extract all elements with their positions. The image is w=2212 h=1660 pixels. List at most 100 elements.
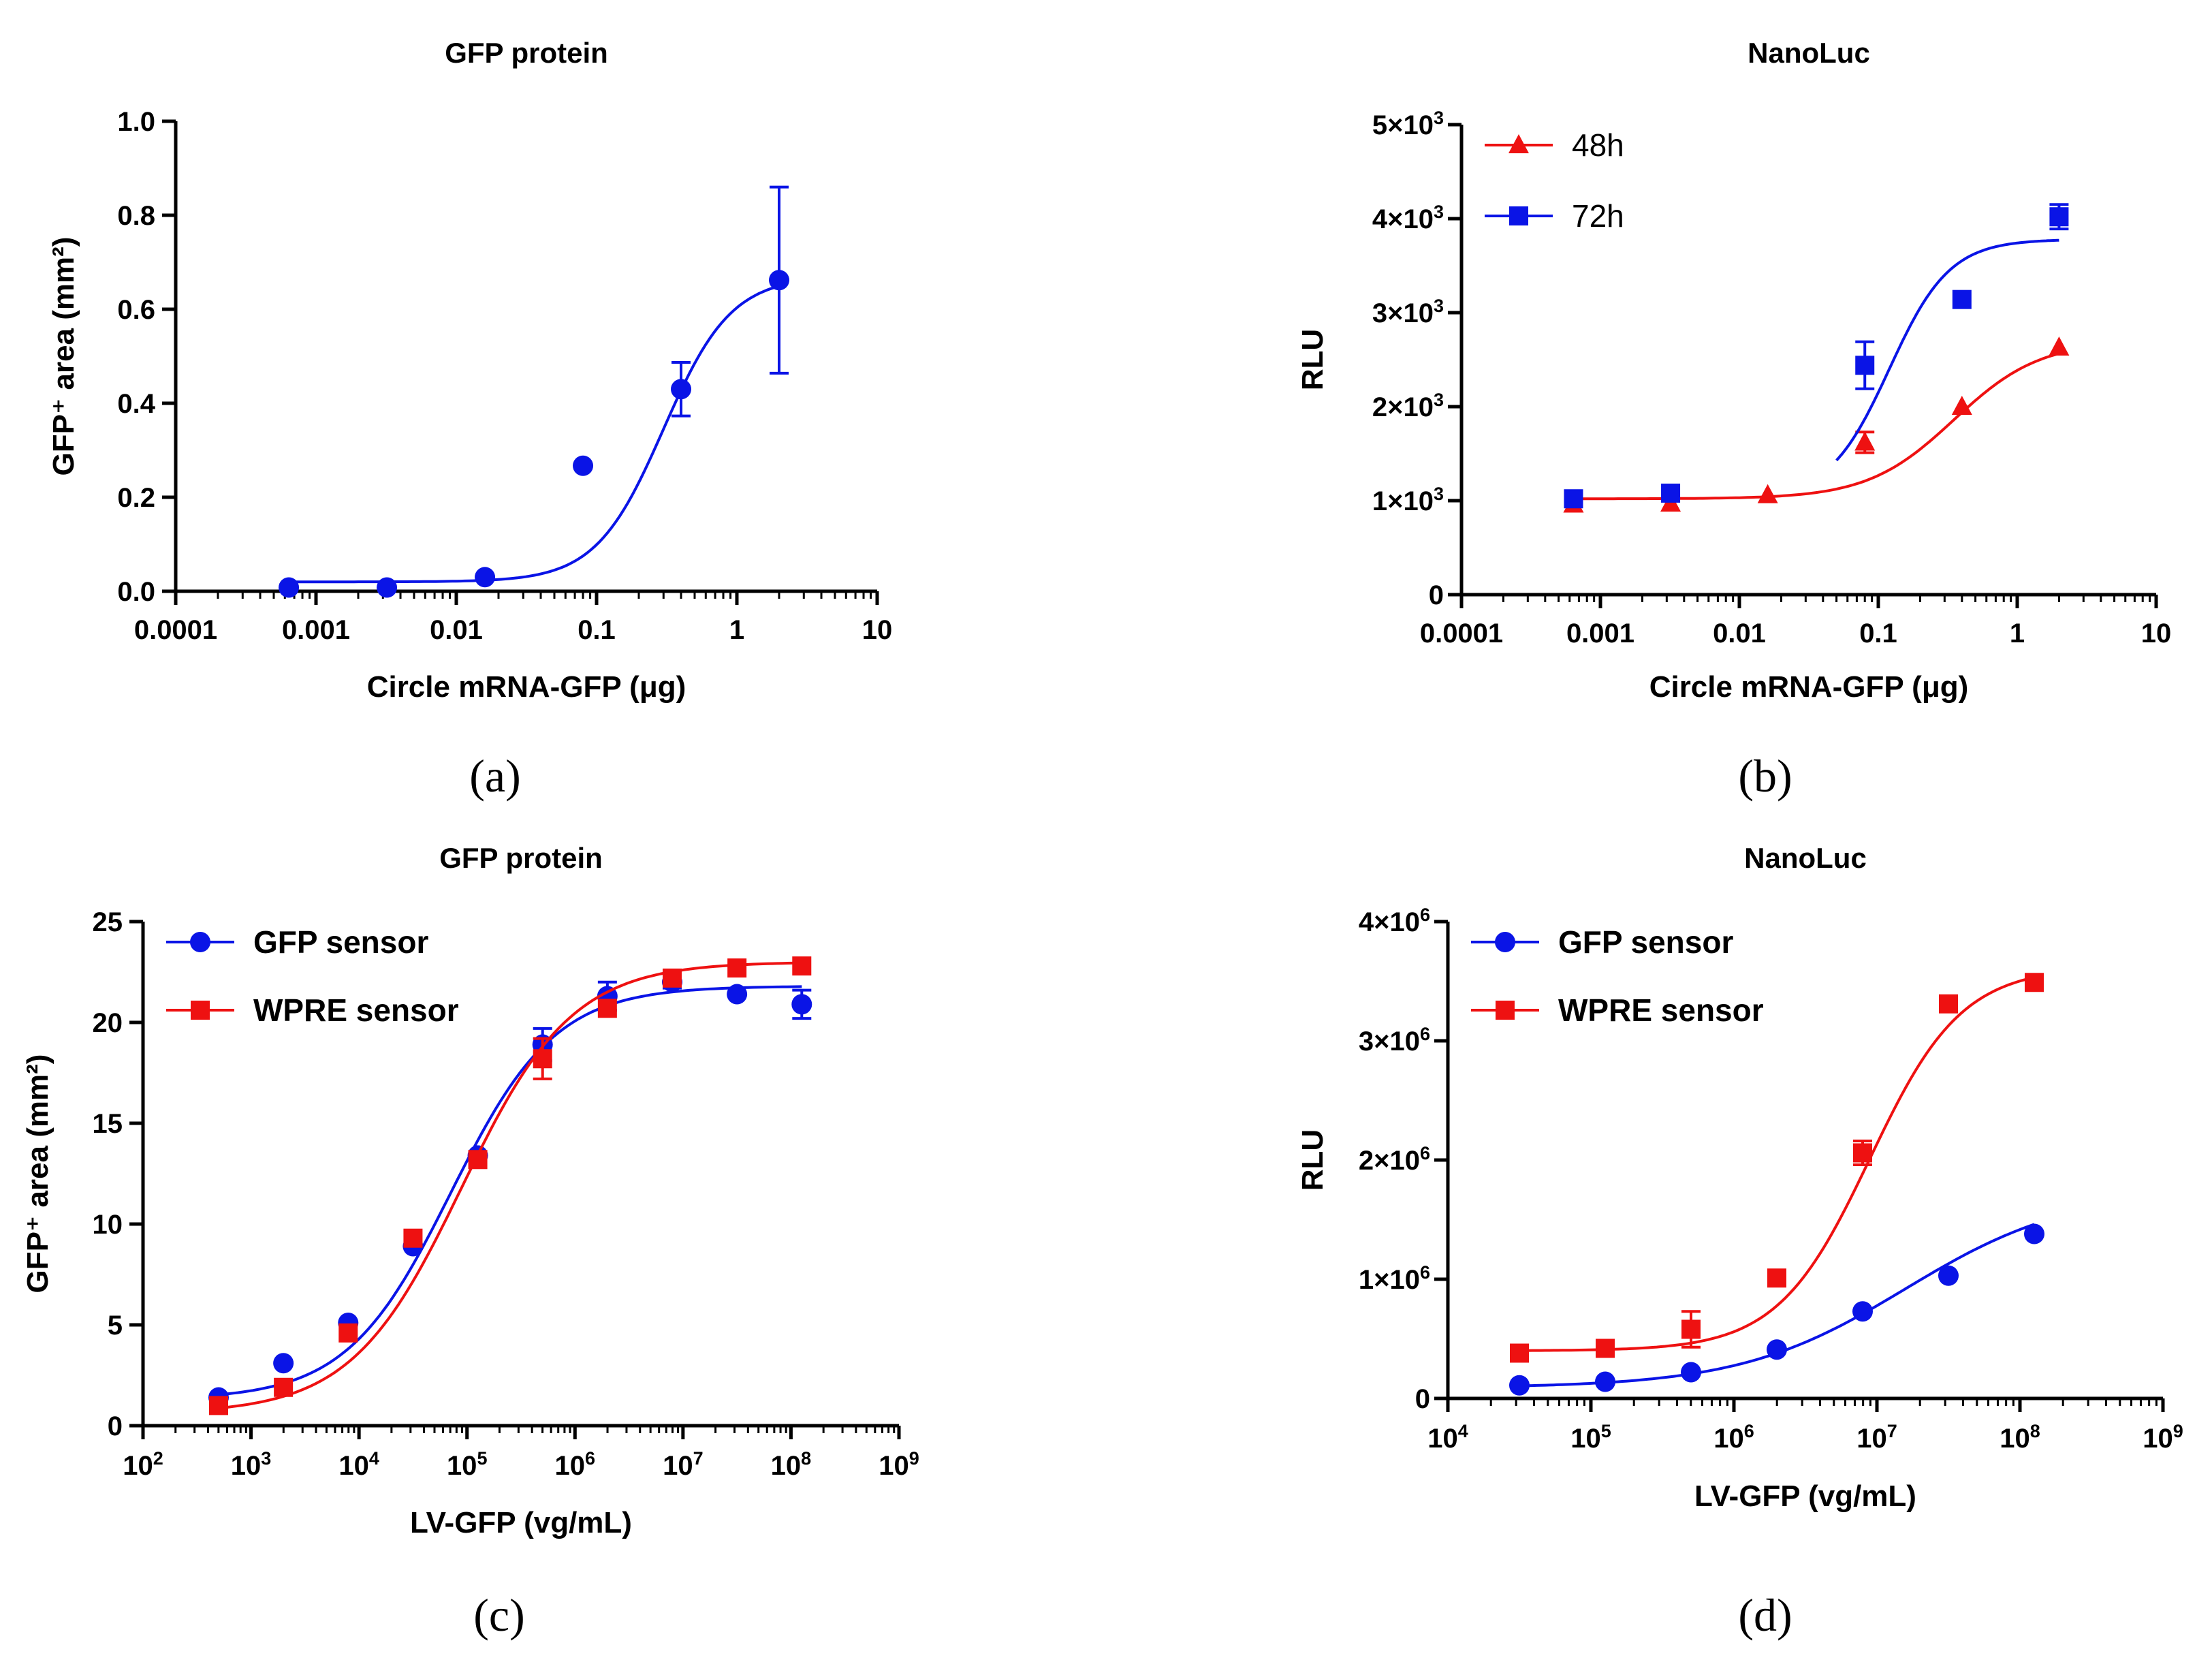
series-gfp-sensor (208, 971, 812, 1408)
x-tick-label-base: 10 (1713, 1424, 1744, 1454)
x-tick-label-exponent: 5 (1601, 1421, 1611, 1441)
fit-curve (218, 985, 802, 1396)
x-axis-label: LV-GFP (vg/mL) (410, 1506, 632, 1539)
data-point (597, 999, 617, 1018)
x-tick-label: 108 (2000, 1421, 2040, 1454)
data-point (1509, 1375, 1530, 1396)
x-tick-label: 103 (231, 1448, 272, 1481)
x-tick-label-base: 10 (447, 1451, 477, 1481)
x-tick-label: 109 (2143, 1421, 2183, 1454)
x-tick-label-exponent: 2 (153, 1448, 163, 1469)
y-tick-label: 0 (108, 1411, 123, 1441)
y-tick-label: 0 (1429, 580, 1444, 610)
data-point (279, 577, 300, 598)
y-tick-label: 15 (93, 1109, 123, 1139)
x-tick-label-exponent: 4 (1458, 1421, 1468, 1441)
data-point (1564, 489, 1583, 509)
x-tick-label: 0.001 (282, 615, 350, 645)
x-tick-label: 0.1 (1859, 618, 1897, 648)
y-tick-label: 2×103 (1372, 390, 1444, 422)
x-tick-label: 104 (1427, 1421, 1468, 1454)
data-point (2024, 1223, 2044, 1244)
chart-title: GFP protein (439, 842, 603, 874)
data-point (727, 958, 747, 978)
data-point (468, 1150, 488, 1170)
x-tick-label-base: 10 (2000, 1424, 2030, 1454)
data-point (792, 956, 812, 976)
x-tick-label: 104 (338, 1448, 379, 1481)
data-point (663, 968, 682, 988)
y-axis-label: GFP⁺ area (mm²) (21, 1054, 54, 1294)
chart-title: NanoLuc (1744, 842, 1867, 874)
x-tick-label: 108 (771, 1448, 812, 1481)
x-tick-label: 0.1 (578, 615, 616, 645)
x-tick-label-exponent: 6 (585, 1448, 595, 1469)
data-point (1951, 396, 1972, 415)
x-tick-label: 106 (555, 1448, 596, 1481)
legend-label: GFP sensor (253, 924, 428, 960)
legend-label: WPRE sensor (253, 992, 459, 1028)
y-tick-label: 1×103 (1372, 484, 1444, 516)
x-tick-label-exponent: 3 (261, 1448, 271, 1469)
y-tick-label-base: 1×10 (1372, 486, 1434, 516)
y-tick-label-exponent: 3 (1434, 296, 1444, 316)
x-tick-label-exponent: 4 (369, 1448, 379, 1469)
data-point (1596, 1338, 1615, 1358)
y-tick-label-base: 5×10 (1372, 110, 1434, 140)
data-point (1681, 1362, 1701, 1383)
x-tick-label-exponent: 5 (477, 1448, 487, 1469)
data-point (533, 1049, 552, 1069)
y-tick-label: 0 (1415, 1384, 1430, 1414)
x-tick-label-base: 10 (879, 1451, 909, 1481)
series-gfp-protein (279, 185, 790, 598)
panel-label: (a) (469, 750, 520, 802)
y-tick-label: 1.0 (117, 107, 155, 137)
x-tick-label-base: 10 (1570, 1424, 1601, 1454)
legend-marker (1495, 932, 1515, 952)
x-tick-label: 0.001 (1566, 618, 1634, 648)
data-point (1938, 1265, 1959, 1286)
y-tick-label-exponent: 3 (1434, 390, 1444, 410)
y-tick-label-base: 0 (1429, 580, 1444, 610)
legend: GFP sensor WPRE sensor (166, 924, 459, 1028)
data-point (209, 1396, 228, 1415)
data-point (1952, 289, 1972, 309)
x-tick-label: 0.0001 (134, 615, 217, 645)
x-tick-label-base: 10 (1427, 1424, 1458, 1454)
y-tick-label: 1×106 (1359, 1262, 1430, 1295)
x-tick-label-base: 10 (2143, 1424, 2173, 1454)
data-point (573, 455, 594, 476)
legend-label: 48h (1572, 127, 1624, 163)
x-tick-label: 0.01 (430, 615, 483, 645)
data-point (2049, 207, 2069, 227)
y-tick-label: 0.2 (117, 483, 155, 513)
x-tick-label-base: 10 (771, 1451, 802, 1481)
legend-marker (1508, 134, 1529, 153)
data-point (1853, 1143, 1872, 1163)
y-tick-label-base: 3×10 (1359, 1027, 1420, 1056)
y-tick-label: 20 (93, 1008, 123, 1038)
x-tick-label-base: 10 (338, 1451, 369, 1481)
x-tick-label: 105 (1570, 1421, 1611, 1454)
data-point (1854, 431, 1876, 451)
legend-label: GFP sensor (1558, 924, 1733, 960)
y-tick-label-base: 3×10 (1372, 298, 1434, 328)
data-point (1855, 356, 1875, 375)
data-point (727, 984, 748, 1005)
x-tick-label-base: 10 (231, 1451, 262, 1481)
x-tick-label-base: 10 (555, 1451, 586, 1481)
x-axis-label: Circle mRNA-GFP (μg) (367, 670, 686, 704)
fit-curve (1573, 352, 2059, 501)
chart-title: NanoLuc (1748, 37, 1870, 69)
y-tick-label-base: 1×10 (1359, 1265, 1420, 1295)
y-tick-label-exponent: 3 (1434, 202, 1444, 222)
x-tick-label-exponent: 9 (2173, 1421, 2183, 1441)
chart-panel-a: GFP protein 0.0001 0.001 0.01 0.1 1 10 0.0 0.2 0.… (47, 37, 892, 704)
data-point (377, 577, 398, 598)
x-axis-label: Circle mRNA-GFP (μg) (1649, 670, 1969, 704)
data-point (338, 1323, 358, 1343)
data-point (273, 1353, 294, 1374)
x-tick-label: 10 (2141, 618, 2172, 648)
